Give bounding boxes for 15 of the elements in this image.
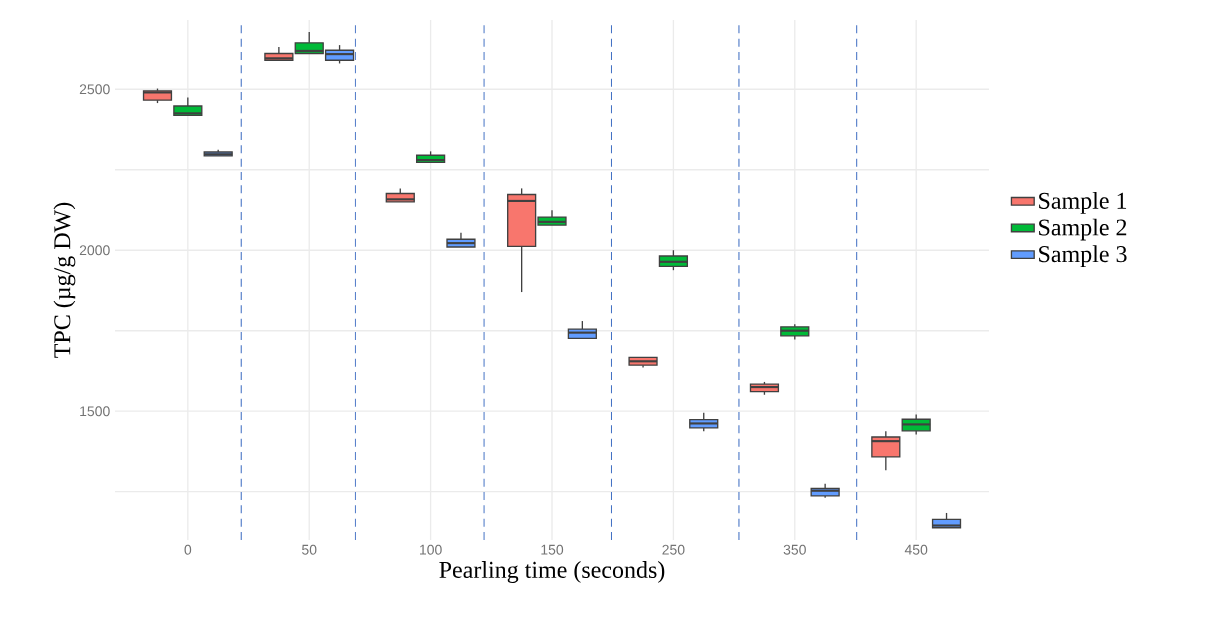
x-tick-label: 50 xyxy=(302,544,317,555)
x-tick-label: 450 xyxy=(904,544,928,555)
x-tick-label: 100 xyxy=(420,544,442,555)
y-tick-label: 2500 xyxy=(79,84,110,95)
x-tick-label: 250 xyxy=(662,544,685,555)
y-tick-label: 1500 xyxy=(80,406,110,417)
legend-label: Sample 3 xyxy=(1039,245,1127,268)
legend-label: Sample 2 xyxy=(1039,218,1127,241)
x-tick-label: 0 xyxy=(184,544,192,555)
y-axis-title: TPC (µg/g DW) xyxy=(53,202,76,358)
legend-label: Sample 1 xyxy=(1039,191,1127,214)
x-axis-title: Pearling time (seconds) xyxy=(439,561,665,583)
y-tick-label: 2000 xyxy=(79,245,110,256)
x-tick-label: 150 xyxy=(541,544,564,555)
x-tick-label: 350 xyxy=(783,544,806,555)
